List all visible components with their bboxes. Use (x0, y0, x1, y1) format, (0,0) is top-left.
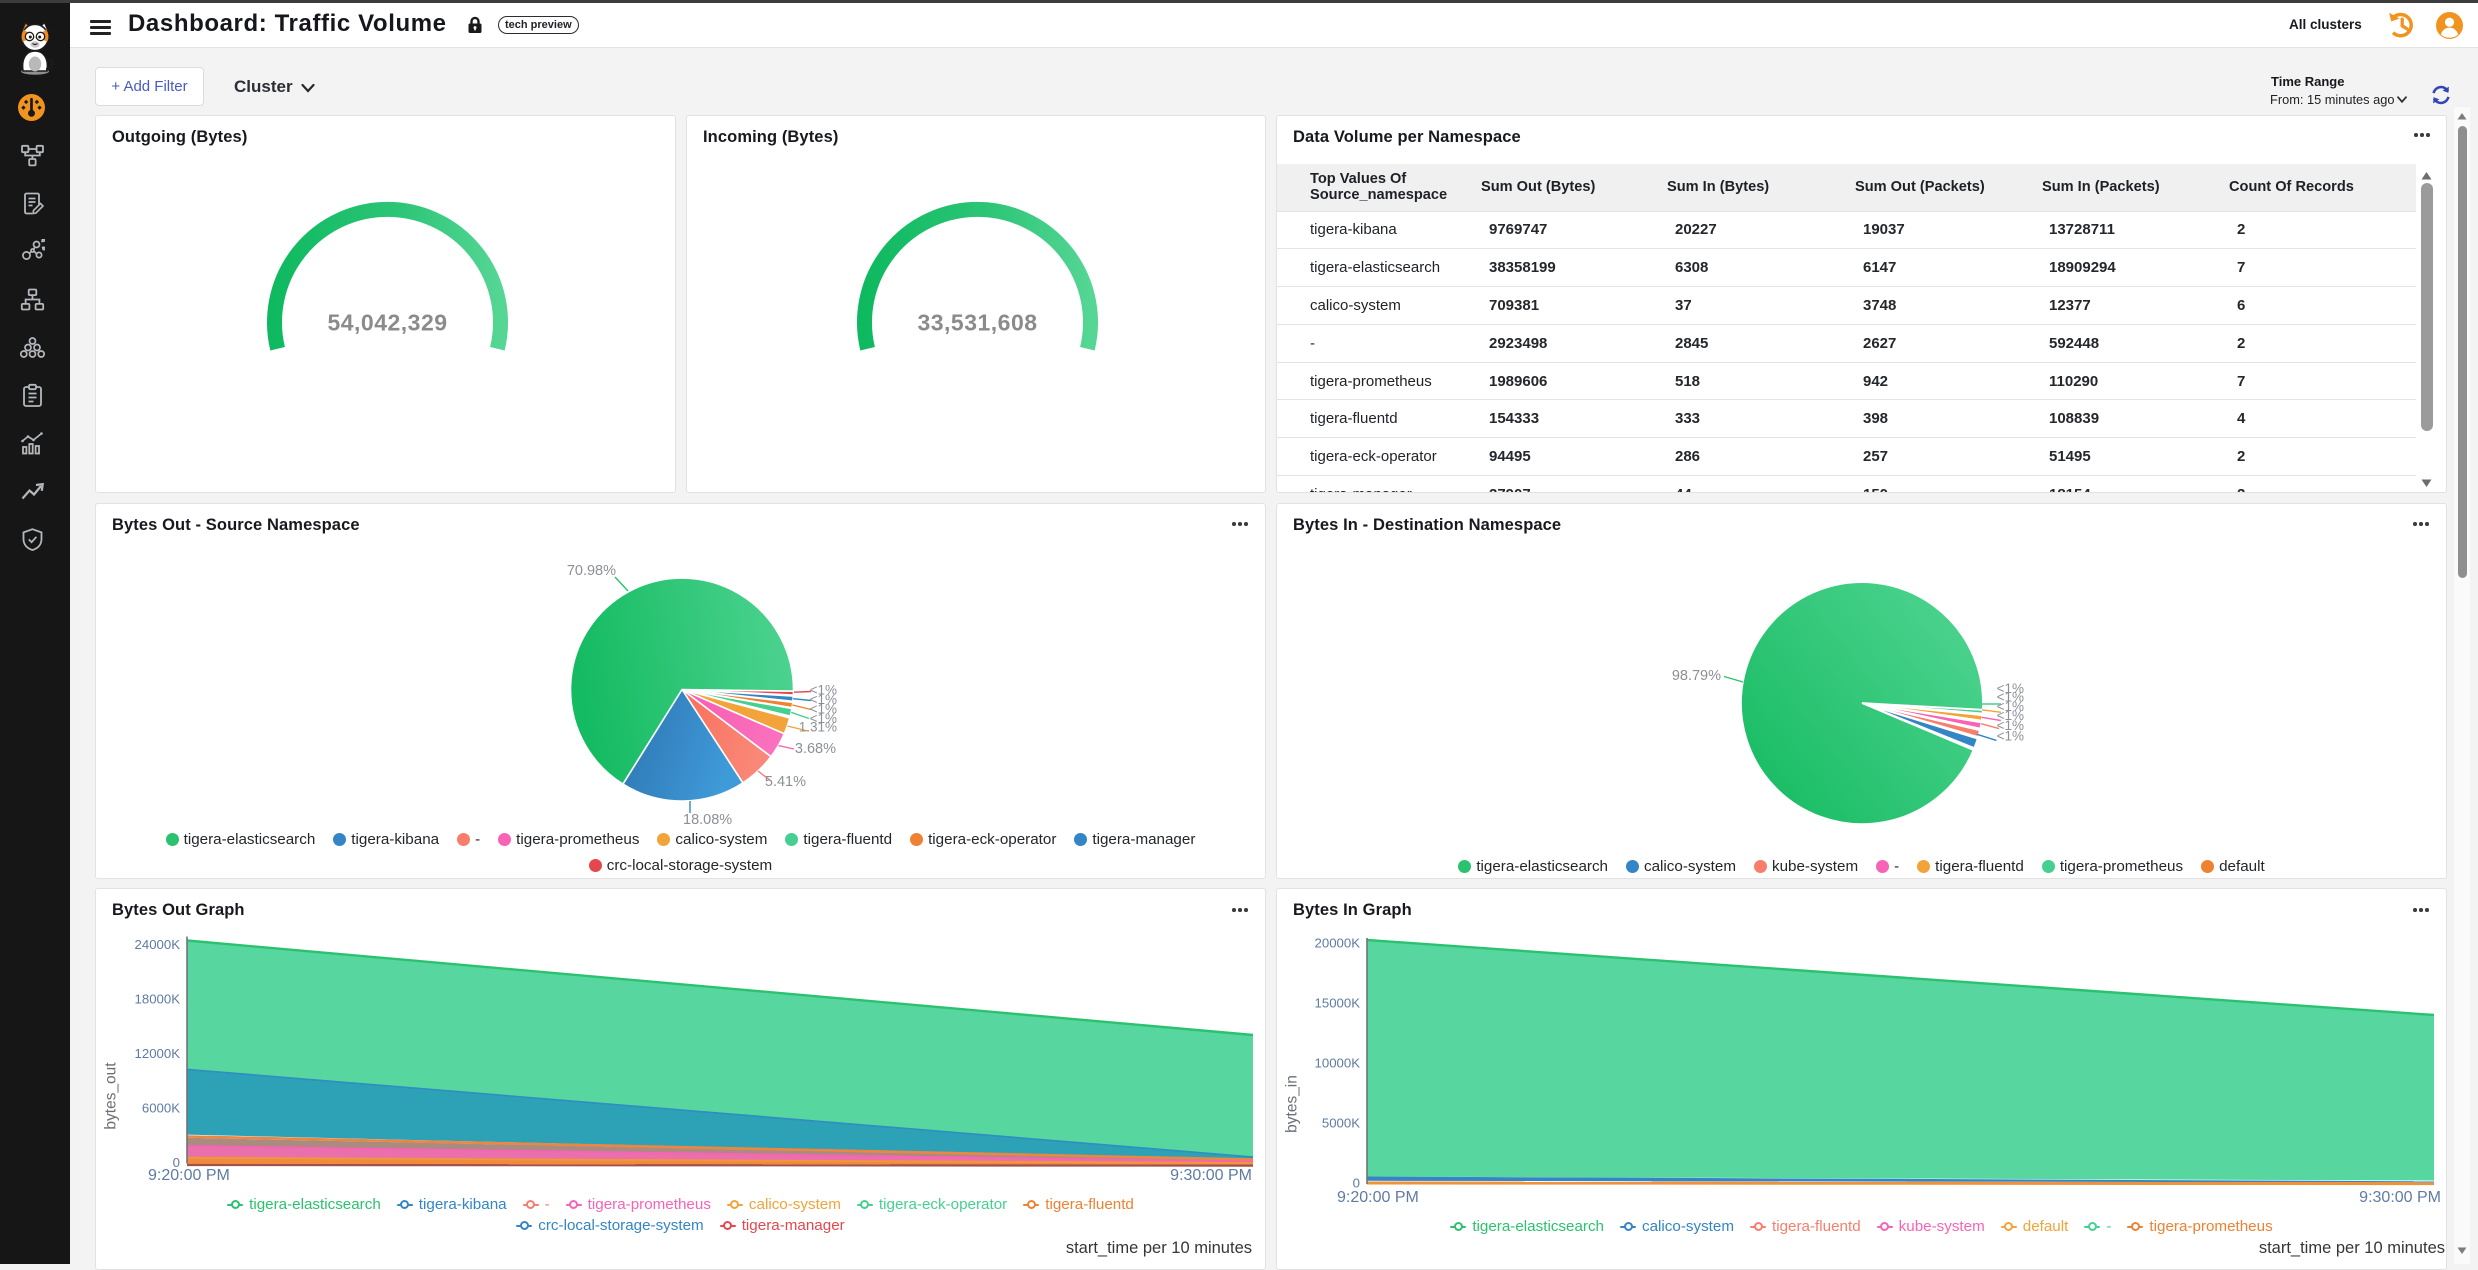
svg-text:bytes_in: bytes_in (1284, 1075, 1301, 1133)
svg-text:5000K: 5000K (1322, 1115, 1360, 1130)
svg-text:<1%: <1% (810, 683, 837, 698)
svg-text:<1%: <1% (1997, 699, 2024, 714)
svg-text:20000K: 20000K (1315, 936, 1361, 951)
svg-text:<1%: <1% (810, 692, 837, 707)
svg-text:12000K: 12000K (135, 1046, 181, 1061)
svg-text:70.98%: 70.98% (567, 563, 616, 579)
svg-text:<1%: <1% (1997, 690, 2024, 705)
svg-text:0: 0 (173, 1155, 180, 1170)
svg-text:bytes_out: bytes_out (103, 1062, 120, 1130)
svg-text:5.41%: 5.41% (765, 774, 806, 790)
svg-text:9:20:00 PM: 9:20:00 PM (148, 1167, 230, 1184)
svg-text:start_time per 10 minutes: start_time per 10 minutes (1066, 1239, 1252, 1257)
svg-text:1.31%: 1.31% (799, 720, 837, 735)
svg-text:3.68%: 3.68% (795, 741, 836, 757)
svg-text:9:30:00 PM: 9:30:00 PM (1170, 1167, 1252, 1184)
svg-text:start_time per 10 minutes: start_time per 10 minutes (2259, 1239, 2445, 1257)
svg-text:<1%: <1% (1997, 728, 2024, 743)
svg-text:54,042,329: 54,042,329 (327, 310, 447, 336)
svg-text:<1%: <1% (1997, 681, 2024, 696)
svg-text:0: 0 (1353, 1175, 1360, 1190)
svg-text:98.79%: 98.79% (1672, 668, 1721, 684)
svg-text:<1%: <1% (1997, 708, 2024, 723)
svg-text:24000K: 24000K (135, 937, 181, 952)
svg-text:9:20:00 PM: 9:20:00 PM (1337, 1189, 1419, 1206)
svg-text:<1%: <1% (810, 711, 837, 726)
svg-text:18.08%: 18.08% (683, 812, 732, 828)
svg-text:18000K: 18000K (135, 991, 181, 1006)
svg-text:15000K: 15000K (1315, 996, 1361, 1011)
svg-text:6000K: 6000K (142, 1100, 180, 1115)
svg-text:10000K: 10000K (1315, 1056, 1361, 1071)
svg-text:9:30:00 PM: 9:30:00 PM (2359, 1189, 2441, 1206)
svg-text:<1%: <1% (1997, 718, 2024, 733)
svg-text:33,531,608: 33,531,608 (917, 310, 1037, 336)
svg-text:<1%: <1% (810, 702, 837, 717)
